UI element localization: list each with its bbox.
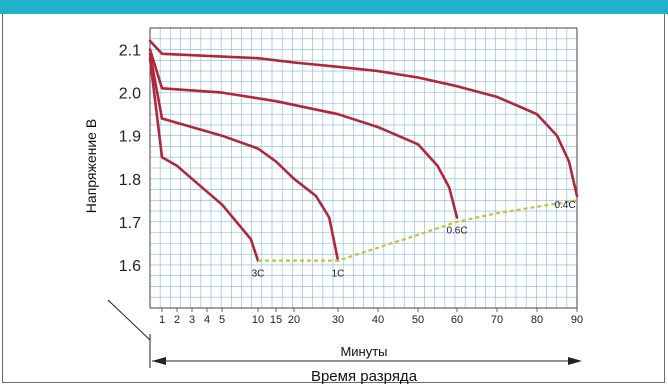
y-axis-title: Напряжение В (83, 119, 99, 213)
y-tick-label: 2.1 (119, 43, 141, 60)
axes (107, 27, 582, 368)
x-tick-label: 90 (571, 314, 583, 326)
labels: 1.6 1.7 1.8 1.9 2.0 2.1 1 2 3 4 5 10 15 20 30 40 50 60 70 8… (119, 43, 583, 326)
axis-break-diagonal (107, 299, 151, 341)
x-tick-label: 3 (189, 314, 195, 326)
x-tick-label: 2 (174, 314, 180, 326)
series-label-3C: 3C (252, 269, 265, 280)
x-tick-label: 70 (491, 314, 503, 326)
series-line-1C (148, 52, 340, 262)
series-line-0-6C (148, 48, 459, 219)
x-tick-label: 1 (159, 314, 165, 326)
x-tick-label: 15 (270, 314, 282, 326)
x-tick-label: 60 (451, 314, 463, 326)
y-tick-label: 1.7 (119, 215, 141, 232)
arrow-head-right (568, 357, 582, 365)
header-bar (0, 0, 668, 14)
x-tick-label: 5 (219, 314, 225, 326)
cutoff-line (258, 199, 578, 262)
x-tick-label: 10 (252, 314, 264, 326)
y-tick-label: 1.8 (119, 172, 141, 189)
y-tick-label: 2.0 (119, 86, 141, 103)
series-label-0-6C: 0.6C (446, 226, 467, 237)
x-axis-title-discharge-time: Время разряда (311, 368, 418, 385)
x-tick-label: 40 (372, 314, 384, 326)
series-line-0-4C (148, 39, 579, 198)
x-tick-label: 4 (204, 314, 210, 326)
arrow-head-left (152, 357, 166, 365)
series-line-3C (148, 56, 260, 262)
y-tick-label: 1.9 (119, 129, 141, 146)
x-tick-label: 20 (288, 314, 300, 326)
series-label-0-4C: 0.4C (554, 200, 575, 211)
x-tick-label: 30 (332, 314, 344, 326)
figure-frame (2, 14, 665, 383)
x-tick-label: 80 (531, 314, 543, 326)
series (148, 39, 579, 262)
series-label-1C: 1C (332, 269, 345, 280)
y-tick-label: 1.6 (119, 258, 141, 275)
x-tick-label: 50 (412, 314, 424, 326)
x-axis-title-minutes: Минуты (340, 344, 387, 359)
